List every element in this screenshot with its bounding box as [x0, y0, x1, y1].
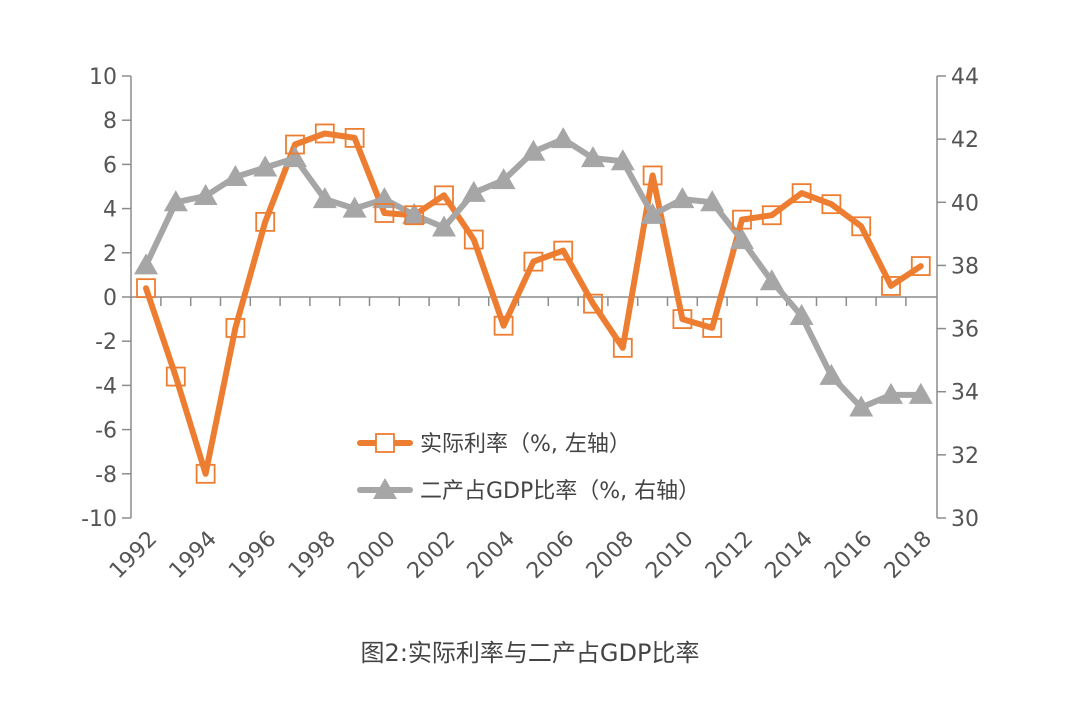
right-tick-label: 42: [951, 128, 979, 153]
series-0-marker: [285, 134, 305, 155]
legend-marker-0: [375, 433, 395, 453]
series-1-marker: [402, 202, 427, 224]
series-1-marker: [491, 168, 516, 190]
x-tick-label: 1998: [284, 527, 341, 584]
left-tick-label: -10: [81, 507, 117, 532]
series-0-marker: [881, 276, 901, 296]
series-1-marker: [163, 190, 188, 212]
series-1-marker: [819, 363, 844, 385]
right-tick-label: 34: [951, 381, 979, 406]
left-tick-label: 2: [103, 242, 117, 267]
series-1-marker: [223, 165, 248, 187]
series-1-marker: [789, 303, 814, 325]
series-0-marker: [434, 185, 454, 206]
legend-marker-1: [373, 478, 397, 499]
series-line-1: [143, 136, 924, 411]
left-tick-label: -2: [95, 330, 117, 355]
series-0-marker: [165, 366, 186, 387]
right-tick-label: 40: [951, 191, 979, 216]
series-1-marker: [342, 196, 367, 218]
series-0-marker: [821, 194, 842, 215]
series-0-marker: [612, 337, 633, 358]
legend-label-1: 二产占GDP比率（%, 右轴）: [420, 479, 700, 504]
x-tick-label: 2006: [522, 527, 579, 584]
series-1-marker: [193, 183, 218, 205]
series-0-marker: [553, 240, 574, 261]
series-0-marker: [374, 203, 395, 223]
series-0-marker: [225, 318, 246, 338]
series-0-marker: [910, 256, 931, 276]
x-tick-label: 2018: [880, 527, 937, 584]
series-1-marker: [908, 382, 933, 404]
series-0-marker: [493, 315, 514, 336]
series-1-marker: [253, 155, 278, 177]
series-1-marker: [551, 127, 576, 149]
right-tick-label: 32: [951, 444, 979, 469]
x-tick-label: 1994: [165, 527, 222, 584]
right-tick-label: 44: [951, 65, 979, 90]
chart-title: 图2:实际利率与二产占GDP比率: [361, 639, 700, 667]
series-0-marker: [404, 205, 425, 226]
series-0-marker: [672, 309, 693, 330]
series-0-marker: [761, 205, 782, 226]
series-1-marker: [461, 180, 486, 202]
series-0-marker: [851, 216, 872, 237]
left-tick-label: 4: [103, 198, 117, 223]
series-1-marker: [521, 139, 546, 161]
x-tick-label: 2002: [403, 527, 460, 584]
x-tick-label: 2012: [701, 527, 758, 584]
series-1-marker: [849, 395, 874, 417]
series-1-marker: [312, 187, 337, 209]
legend: 实际利率（%, 左轴） 二产占GDP比率（%, 右轴）: [357, 432, 700, 504]
series-1-marker: [670, 187, 695, 209]
left-tick-label: -4: [95, 374, 117, 399]
legend-label-0: 实际利率（%, 左轴）: [420, 432, 631, 457]
right-tick-label: 36: [951, 318, 979, 343]
left-tick-label: 8: [103, 109, 117, 134]
x-tick-label: 2004: [463, 527, 520, 584]
series-1-marker: [640, 202, 665, 224]
series-0-marker: [136, 278, 156, 299]
series-1-marker: [134, 253, 158, 275]
series-1-marker: [700, 190, 725, 212]
x-tick-label: 2014: [761, 527, 818, 584]
series-1-marker: [610, 149, 635, 171]
series-0-marker: [314, 123, 335, 144]
series-0-marker: [702, 318, 723, 338]
series-1-marker: [730, 228, 754, 250]
x-tick-label: 2016: [820, 527, 877, 584]
series-0-marker: [255, 211, 276, 232]
series-1-marker: [432, 215, 456, 237]
series-1-marker: [372, 187, 397, 209]
x-tick-label: 2008: [582, 527, 639, 584]
right-tick-label: 30: [951, 507, 979, 532]
series-0-marker: [732, 209, 752, 230]
series-0-marker: [791, 183, 812, 204]
x-tick-label: 1996: [224, 527, 281, 584]
x-tick-label: 1992: [105, 527, 162, 584]
series-0-marker: [583, 293, 603, 314]
series-markers: [134, 123, 933, 484]
series-1-marker: [581, 146, 605, 168]
series-1-marker: [283, 146, 307, 168]
series-line-0: [143, 130, 924, 477]
left-tick-label: -6: [95, 419, 117, 444]
series-1-marker: [879, 382, 903, 404]
x-tick-label: 2010: [641, 527, 698, 584]
series-0-marker: [344, 127, 365, 148]
left-tick-label: -8: [95, 463, 117, 488]
series-1-marker: [759, 269, 784, 291]
series-0-marker: [523, 251, 544, 272]
left-tick-label: 6: [103, 153, 117, 178]
left-tick-label: 10: [89, 65, 117, 90]
series-0-marker: [463, 229, 484, 250]
right-tick-label: 38: [951, 254, 979, 279]
series-0-marker: [642, 165, 663, 186]
x-tick-label: 2000: [343, 527, 400, 584]
series-0-marker: [195, 463, 216, 484]
left-tick-label: 0: [103, 286, 117, 311]
